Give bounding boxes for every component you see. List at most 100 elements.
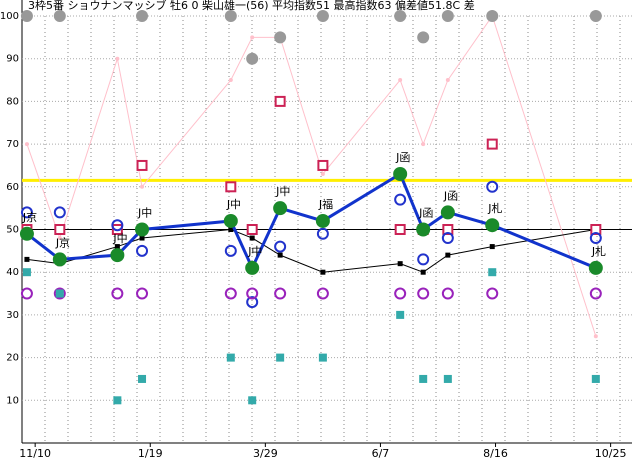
point (226, 353, 235, 362)
point (420, 269, 426, 275)
point (54, 224, 66, 235)
point (140, 184, 145, 189)
point (246, 296, 259, 309)
point (110, 248, 125, 263)
point (593, 334, 598, 339)
point (113, 396, 122, 405)
point (320, 171, 325, 176)
y-tick-label: 40 (6, 267, 19, 278)
point (488, 268, 497, 277)
point (136, 287, 149, 300)
point (224, 287, 237, 300)
x-tick-label: 6/7 (372, 447, 390, 460)
chart-title: 3枠5番 ショウナンマッシブ 牡6 0 柴山雄一(56) 平均指数51 最高指数… (28, 0, 475, 12)
race-label: J中 (226, 198, 241, 211)
race-label: J京 (22, 210, 37, 224)
point (591, 374, 600, 383)
point (277, 252, 283, 258)
x-tick-label: 1/19 (138, 447, 163, 460)
x-tick-label: 10/25 (595, 447, 627, 460)
point (485, 218, 500, 233)
point (223, 213, 238, 228)
y-tick-label: 10 (6, 395, 19, 406)
race-label: J函 (443, 189, 458, 202)
point (276, 353, 285, 362)
point (417, 31, 430, 44)
point (246, 52, 259, 65)
point (274, 31, 287, 44)
y-tick-label: 80 (6, 96, 19, 107)
point (246, 224, 258, 235)
point (317, 159, 329, 171)
point (393, 166, 408, 181)
point (53, 287, 66, 300)
point (228, 227, 234, 232)
point (315, 213, 330, 228)
point (398, 78, 403, 83)
point (397, 261, 403, 267)
point (20, 206, 33, 219)
point (486, 138, 498, 150)
y-tick-label: 50 (6, 225, 19, 236)
point (249, 235, 255, 241)
point (111, 287, 124, 300)
race-label: J中 (112, 232, 127, 245)
point (246, 287, 259, 300)
point (24, 142, 29, 147)
point (111, 219, 124, 232)
point (139, 235, 145, 241)
point (441, 10, 454, 22)
point (224, 10, 237, 22)
point (24, 256, 30, 262)
point (248, 396, 257, 405)
race-label: J函 (395, 151, 410, 164)
point (274, 95, 286, 107)
point (486, 180, 499, 193)
point (589, 232, 602, 245)
point (53, 206, 66, 219)
race-label: J札 (591, 245, 606, 258)
point (274, 240, 287, 253)
point (20, 10, 33, 22)
point (136, 244, 149, 257)
y-tick-label: 70 (6, 139, 19, 150)
point (440, 205, 455, 220)
point (316, 287, 329, 300)
point (135, 222, 150, 237)
y-tick-label: 100 (0, 11, 19, 22)
y-tick-label: 30 (6, 310, 19, 321)
x-tick-label: 8/16 (483, 447, 508, 460)
y-tick-label: 90 (6, 54, 19, 65)
race-label: J中 (137, 207, 152, 220)
point (245, 260, 260, 275)
point (136, 159, 148, 171)
point (589, 287, 602, 300)
point (19, 226, 34, 241)
y-tick-label: 20 (6, 353, 19, 364)
point (419, 374, 428, 383)
point (589, 10, 602, 22)
point (274, 287, 287, 300)
point (318, 353, 327, 362)
point (489, 244, 495, 250)
point (316, 227, 329, 240)
point (53, 10, 66, 22)
race-label: J札 (487, 202, 502, 215)
point (394, 287, 407, 300)
point (396, 310, 405, 319)
point (57, 236, 62, 241)
point (441, 232, 454, 245)
point (224, 244, 237, 257)
race-label: J京 (55, 235, 70, 249)
point (228, 78, 233, 83)
point (250, 35, 255, 40)
point (417, 253, 430, 266)
point (486, 287, 499, 300)
point (394, 10, 407, 22)
point (421, 142, 426, 147)
point (394, 224, 406, 235)
x-tick-label: 11/10 (19, 447, 51, 460)
point (443, 374, 452, 383)
point (486, 10, 499, 22)
